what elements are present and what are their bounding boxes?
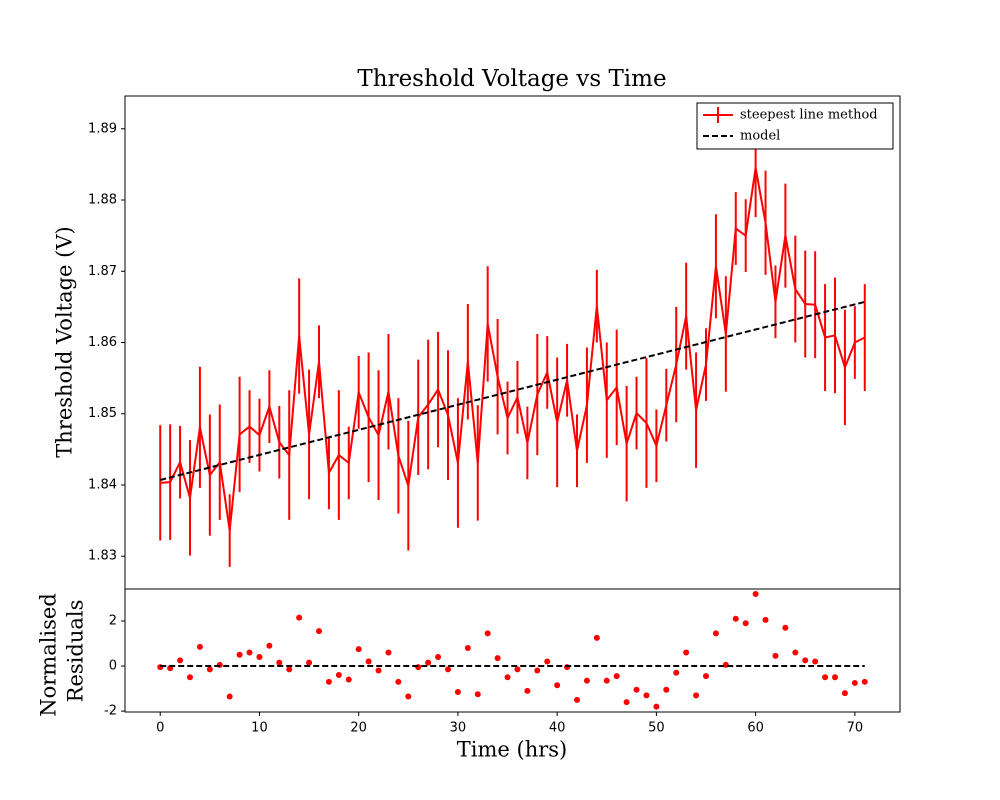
plot-frame (124, 95, 901, 590)
residual-point (792, 649, 799, 656)
residual-point (802, 657, 809, 664)
residual-point (752, 590, 759, 597)
residual-point (841, 690, 848, 697)
residual-point (375, 667, 382, 674)
residual-point (772, 652, 779, 659)
residual-point (365, 658, 372, 665)
residual-point (653, 703, 660, 710)
residual-point (593, 634, 600, 641)
y-axis-label: Threshold Voltage (V) (53, 226, 77, 457)
data-line (160, 167, 866, 531)
residual-point (851, 679, 858, 686)
residual-point (395, 678, 402, 685)
residual-point (464, 645, 471, 652)
legend: steepest line method model (696, 102, 894, 150)
residual-point (266, 642, 273, 649)
y-axis-label: Normalised (37, 593, 61, 717)
residual-point (494, 655, 501, 662)
residual-point (325, 678, 332, 685)
x-tick-label: 30 (450, 721, 467, 736)
x-tick-label: 10 (251, 721, 268, 736)
residual-point (306, 659, 313, 666)
y-tick-label: 1.89 (88, 121, 117, 136)
residual-point (256, 654, 263, 661)
y-tick-label: 1.83 (88, 549, 117, 564)
x-axis-label: Time (hrs) (457, 738, 567, 762)
residual-point (534, 667, 541, 674)
residual-point (524, 687, 531, 694)
residual-point (623, 699, 630, 706)
residual-point (286, 666, 293, 673)
residual-point (246, 649, 253, 656)
chart-title: Threshold Voltage vs Time (357, 66, 666, 92)
residual-point (177, 657, 184, 664)
residual-point (435, 654, 442, 661)
residual-point (693, 692, 700, 699)
residual-point (405, 693, 412, 700)
residual-point (355, 646, 362, 653)
residual-point (226, 693, 233, 700)
residual-point (703, 673, 710, 680)
residual-point (236, 651, 243, 658)
residual-point (583, 677, 590, 684)
residual-point (345, 676, 352, 683)
residual-point (385, 649, 392, 656)
legend-box (696, 102, 894, 150)
x-tick-label: 0 (156, 721, 164, 736)
y-tick-label: 1.86 (88, 335, 117, 350)
y-tick-label: 1.85 (88, 406, 117, 421)
residual-point (683, 649, 690, 656)
residual-point (673, 669, 680, 676)
residual-point (613, 673, 620, 680)
x-tick-label: 40 (549, 721, 566, 736)
x-tick-label: 70 (847, 721, 864, 736)
model-line (159, 300, 866, 481)
residual-point (663, 686, 670, 693)
residual-point (504, 674, 511, 681)
residual-point (554, 682, 561, 689)
residual-point (603, 677, 610, 684)
y-axis-label: Residuals (64, 600, 88, 703)
y-tick-label: 0 (109, 659, 117, 674)
residual-point (454, 688, 461, 695)
y-tick-label: -2 (104, 704, 117, 719)
residual-point (822, 674, 829, 681)
residual-point (742, 620, 749, 627)
legend-label: model (740, 129, 780, 144)
residual-point (812, 658, 819, 665)
residual-point (186, 674, 193, 681)
residual-point (335, 672, 342, 679)
residual-point (196, 643, 203, 650)
residual-point (276, 659, 283, 666)
plot-frame (124, 588, 901, 713)
residual-point (861, 678, 868, 685)
residual-point (444, 666, 451, 673)
y-tick-label: 1.88 (88, 193, 117, 208)
x-tick-label: 50 (648, 721, 665, 736)
legend-label: steepest line method (740, 108, 878, 123)
y-tick-label: 1.87 (88, 264, 117, 279)
y-tick-label: 2 (109, 613, 117, 628)
residual-point (544, 658, 551, 665)
residual-point (474, 691, 481, 698)
residual-point (643, 692, 650, 699)
residual-point (712, 630, 719, 637)
x-tick-label: 20 (350, 721, 367, 736)
residual-point (484, 630, 491, 637)
residual-point (832, 674, 839, 681)
residual-point (732, 615, 739, 622)
residual-point (315, 628, 322, 635)
residual-point (574, 696, 581, 703)
residual-point (206, 666, 213, 673)
y-tick-label: 1.84 (88, 477, 117, 492)
residual-point (782, 624, 789, 631)
residual-point (633, 686, 640, 693)
residual-point (762, 616, 769, 623)
residual-point (514, 666, 521, 673)
residual-point (425, 659, 432, 666)
x-tick-label: 60 (747, 721, 764, 736)
residual-point (296, 614, 303, 621)
